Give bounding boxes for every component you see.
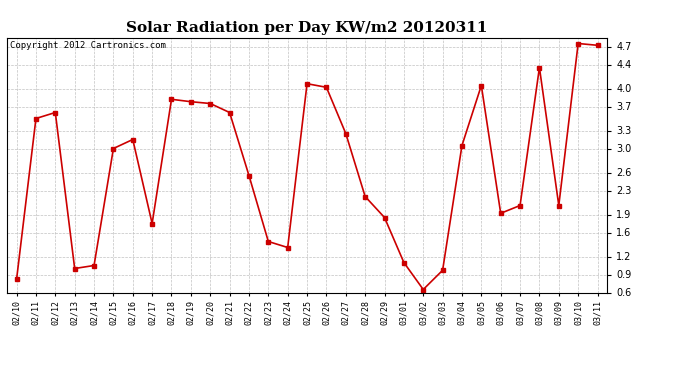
Text: Copyright 2012 Cartronics.com: Copyright 2012 Cartronics.com <box>10 41 166 50</box>
Title: Solar Radiation per Day KW/m2 20120311: Solar Radiation per Day KW/m2 20120311 <box>126 21 488 35</box>
